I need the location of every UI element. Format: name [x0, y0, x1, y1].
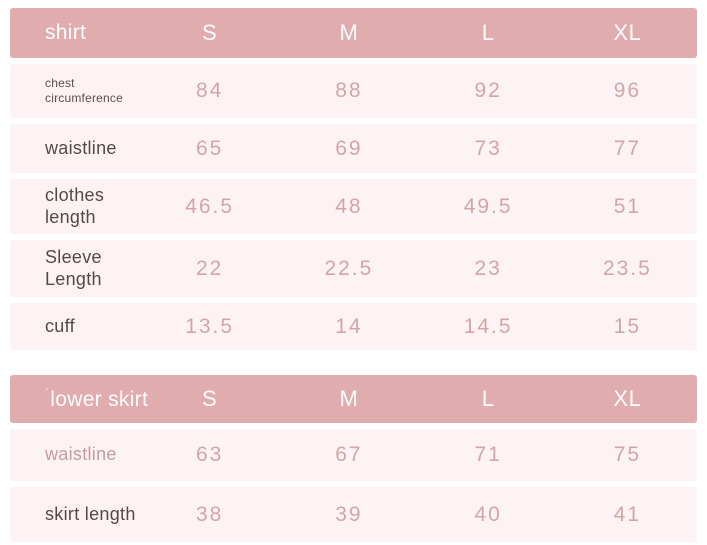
- size-col-xl: XL: [613, 386, 642, 411]
- cell-value: 65: [195, 136, 224, 160]
- cell-value: 14: [335, 314, 363, 338]
- size-col-m: M: [339, 386, 359, 411]
- skirt-table-title-text: lower skirt: [50, 388, 149, 411]
- row-label: Sleeve Length: [45, 246, 102, 289]
- shirt-table-header: shirt S M L XL: [10, 8, 697, 58]
- cell-value: 71: [474, 443, 502, 466]
- size-col-l: L: [481, 386, 495, 411]
- table-row-skirt-waistline: waistline 63 67 71 75: [10, 429, 697, 481]
- cell-value: 41: [613, 502, 642, 526]
- cell-value: 22: [195, 256, 224, 280]
- size-col-l: L: [481, 20, 495, 45]
- cell-value: 67: [335, 443, 363, 466]
- cell-value: 84: [195, 79, 224, 102]
- cell-value: 15: [613, 314, 642, 338]
- size-col-s: S: [202, 386, 218, 411]
- cell-value: 23: [474, 256, 502, 280]
- cell-value: 51: [613, 194, 642, 218]
- row-label: cuff: [45, 315, 75, 336]
- shirt-table-title: shirt: [45, 21, 87, 44]
- cell-value: 48: [335, 194, 363, 218]
- skirt-table-title: ˊlower skirt: [10, 386, 148, 412]
- size-col-s: S: [202, 20, 218, 45]
- table-row-skirt-length: skirt length 38 39 40 41: [10, 487, 697, 542]
- cell-value: 92: [474, 79, 502, 102]
- cell-value: 49.5: [463, 194, 513, 218]
- cell-value: 23.5: [602, 256, 652, 280]
- title-tick-mark: ˊ: [45, 386, 50, 400]
- row-label: waistline: [45, 137, 117, 158]
- cell-value: 40: [474, 502, 502, 526]
- row-label: skirt length: [45, 503, 136, 524]
- table-row-chest: chest circumference 84 88 92 96: [10, 64, 697, 118]
- table-row-clothes-length: clothes length 46.5 48 49.5 51: [10, 179, 697, 234]
- cell-value: 39: [335, 502, 363, 526]
- cell-value: 38: [195, 502, 224, 526]
- cell-value: 46.5: [185, 194, 235, 218]
- row-label: chest circumference: [45, 76, 123, 105]
- table-row-cuff: cuff 13.5 14 14.5 15: [10, 303, 697, 350]
- cell-value: 96: [613, 79, 642, 102]
- skirt-table-header: ˊlower skirt S M L XL: [10, 375, 697, 423]
- cell-value: 13.5: [185, 314, 235, 338]
- cell-value: 88: [335, 79, 363, 102]
- cell-value: 14.5: [463, 314, 513, 338]
- table-row-waistline: waistline 65 69 73 77: [10, 124, 697, 173]
- cell-value: 75: [613, 443, 642, 466]
- cell-value: 73: [474, 136, 502, 160]
- row-label: clothes length: [45, 184, 105, 227]
- row-label: waistline: [45, 444, 117, 465]
- size-col-xl: XL: [613, 20, 642, 45]
- cell-value: 77: [613, 136, 642, 160]
- cell-value: 22.5: [324, 256, 374, 280]
- cell-value: 69: [335, 136, 363, 160]
- size-col-m: M: [339, 20, 359, 45]
- skirt-size-table: ˊlower skirt S M L XL waistline 63 67 71…: [10, 375, 697, 542]
- table-row-sleeve-length: Sleeve Length 22 22.5 23 23.5: [10, 240, 697, 297]
- cell-value: 63: [195, 443, 224, 466]
- shirt-size-table: shirt S M L XL chest circumference 84 88…: [10, 8, 697, 350]
